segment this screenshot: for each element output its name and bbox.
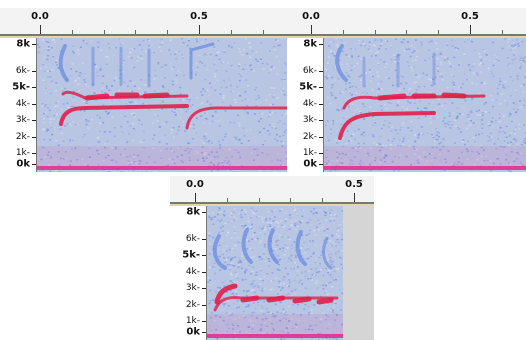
ruler-minor-tick	[290, 198, 291, 202]
ruler-minor-tick	[104, 30, 105, 34]
frequency-label: 1k-	[302, 148, 317, 158]
spectrogram-bottom: 0.0 0.5 8k 6k- 5k- 4k- 3k- 2k- 1k- 0k	[170, 176, 374, 340]
timeline-ruler[interactable]: 0.0 0.5	[170, 176, 374, 206]
ruler-major-tick	[470, 25, 471, 34]
frequency-label: 3k-	[302, 115, 317, 125]
frequency-tick	[202, 255, 206, 256]
ruler-edge	[170, 204, 374, 206]
ruler-label-mid: 0.5	[461, 11, 479, 22]
frequency-tick	[319, 104, 323, 105]
frequency-label: 2k-	[302, 132, 317, 142]
frequency-tick	[319, 137, 323, 138]
frequency-label: 6k-	[185, 234, 200, 244]
frequency-axis: 8k 6k- 5k- 4k- 3k- 2k- 1k- 0k	[170, 206, 207, 340]
ruler-minor-tick	[135, 30, 136, 34]
spectrogram-area[interactable]	[207, 206, 343, 340]
frequency-label: 0k	[303, 158, 317, 170]
frequency-label: 8k	[303, 38, 317, 50]
ruler-minor-tick	[231, 30, 232, 34]
spectrogram-area[interactable]	[324, 38, 526, 172]
ruler-edge	[287, 36, 526, 38]
frequency-label: 3k-	[15, 115, 30, 125]
ruler-minor-tick	[227, 198, 228, 202]
ruler-major-tick	[40, 25, 41, 34]
ruler-label-mid: 0.5	[190, 11, 208, 22]
ruler-major-tick	[354, 193, 355, 202]
ruler-minor-tick	[322, 198, 323, 202]
ruler-major-tick	[195, 193, 196, 202]
frequency-label: 1k-	[185, 316, 200, 326]
ruler-minor-tick	[167, 30, 168, 34]
frequency-label: 4k-	[302, 99, 317, 109]
ruler-edge	[0, 36, 287, 38]
frequency-tick	[32, 87, 36, 88]
ruler-minor-tick	[406, 30, 407, 34]
frequency-label: 1k-	[15, 148, 30, 158]
ruler-label-start: 0.0	[186, 179, 204, 190]
frequency-label: 5k-	[182, 249, 200, 261]
frequency-axis: 8k 6k- 5k- 4k- 3k- 2k- 1k- 0k	[0, 38, 37, 172]
frequency-label: 5k-	[12, 81, 30, 93]
frequency-tick	[319, 153, 323, 154]
spectrogram-image	[207, 206, 343, 340]
frequency-tick	[202, 305, 206, 306]
ruler-minor-tick	[438, 30, 439, 34]
ruler-major-tick	[199, 25, 200, 34]
ruler-major-tick	[311, 25, 312, 34]
frequency-label: 4k-	[185, 267, 200, 277]
frequency-label: 2k-	[15, 132, 30, 142]
frequency-tick	[32, 71, 36, 72]
frequency-label: 6k-	[302, 66, 317, 76]
timeline-ruler[interactable]: 0.0 0.5	[0, 8, 287, 38]
ruler-minor-tick	[263, 30, 264, 34]
ruler-baseline	[0, 34, 287, 36]
frequency-tick	[202, 288, 206, 289]
frequency-tick	[319, 87, 323, 88]
frequency-tick	[32, 120, 36, 121]
ruler-minor-tick	[502, 30, 503, 34]
frequency-tick	[32, 137, 36, 138]
spectrogram-top-right: 0.0 0.5 8k 6k- 5k- 4k- 3k- 2k- 1k- 0k	[287, 8, 526, 172]
empty-region	[343, 206, 374, 340]
frequency-tick	[202, 332, 206, 333]
frequency-label: 2k-	[185, 300, 200, 310]
frequency-label: 4k-	[15, 99, 30, 109]
frequency-tick	[202, 272, 206, 273]
frequency-label: 8k	[186, 206, 200, 218]
spectrogram-image	[37, 38, 287, 172]
ruler-label-mid: 0.5	[345, 179, 363, 190]
frequency-tick	[32, 104, 36, 105]
ruler-baseline	[170, 202, 374, 204]
frequency-tick	[202, 212, 206, 213]
ruler-minor-tick	[375, 30, 376, 34]
spectrogram-top-left: 0.0 0.5 8k 6k- 5k- 4k- 3k- 2k- 1k- 0k	[0, 8, 287, 172]
ruler-label-start: 0.0	[31, 11, 49, 22]
frequency-label: 3k-	[185, 283, 200, 293]
frequency-tick	[32, 164, 36, 165]
frequency-tick	[32, 153, 36, 154]
ruler-baseline	[287, 34, 526, 36]
frequency-tick	[319, 164, 323, 165]
frequency-tick	[319, 44, 323, 45]
spectrogram-area[interactable]	[37, 38, 287, 172]
frequency-label: 0k	[186, 326, 200, 338]
frequency-label: 8k	[16, 38, 30, 50]
frequency-axis: 8k 6k- 5k- 4k- 3k- 2k- 1k- 0k	[287, 38, 324, 172]
frequency-label: 6k-	[15, 66, 30, 76]
frequency-tick	[202, 239, 206, 240]
ruler-minor-tick	[72, 30, 73, 34]
frequency-label: 5k-	[299, 81, 317, 93]
frequency-tick	[319, 120, 323, 121]
frequency-label: 0k	[16, 158, 30, 170]
frequency-tick	[202, 321, 206, 322]
frequency-tick	[32, 44, 36, 45]
timeline-ruler[interactable]: 0.0 0.5	[287, 8, 526, 38]
ruler-minor-tick	[343, 30, 344, 34]
ruler-label-start: 0.0	[302, 11, 320, 22]
ruler-minor-tick	[259, 198, 260, 202]
frequency-tick	[319, 71, 323, 72]
spectrogram-image	[324, 38, 526, 172]
